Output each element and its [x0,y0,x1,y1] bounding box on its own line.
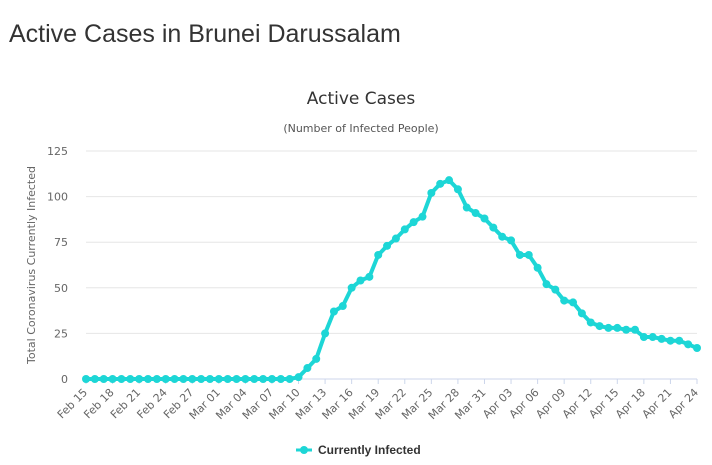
legend-swatch-marker [300,446,308,454]
y-tick-label: 0 [61,373,68,386]
data-point[interactable] [471,209,480,218]
data-point[interactable] [214,375,223,383]
data-point[interactable] [480,214,489,223]
chart-title: Active Cases [307,89,416,109]
data-point[interactable] [338,302,347,311]
data-point[interactable] [675,336,684,345]
x-tick-label: Apr 24 [666,386,701,421]
data-point[interactable] [99,375,108,383]
data-point[interactable] [586,318,595,327]
y-tick-label: 125 [47,145,68,158]
data-point[interactable] [135,375,144,383]
data-point[interactable] [409,218,418,227]
data-point[interactable] [542,280,551,289]
data-point[interactable] [391,234,400,243]
data-point[interactable] [436,179,445,188]
data-point[interactable] [569,298,578,307]
data-point[interactable] [533,263,542,272]
data-point[interactable] [294,373,303,382]
legend[interactable]: Currently Infected [296,443,421,457]
data-point[interactable] [82,375,90,383]
data-point[interactable] [507,236,516,245]
data-point[interactable] [170,375,179,383]
data-point[interactable] [613,323,622,332]
data-point[interactable] [631,325,640,334]
y-tick-label: 50 [54,282,68,295]
y-tick-label: 100 [47,191,68,204]
data-point[interactable] [303,364,312,373]
data-point[interactable] [622,325,631,334]
data-point[interactable] [126,375,135,383]
series-currently-infected [82,176,701,383]
data-point[interactable] [329,307,338,316]
data-point[interactable] [693,343,701,352]
data-point[interactable] [462,203,471,212]
data-point[interactable] [577,309,586,318]
data-point[interactable] [90,375,99,383]
data-point[interactable] [205,375,214,383]
y-tick-label: 25 [54,327,68,340]
data-point[interactable] [267,375,276,383]
data-point[interactable] [684,340,693,349]
data-point[interactable] [223,375,232,383]
y-tick-label: 75 [54,236,68,249]
data-point[interactable] [489,223,498,232]
data-point[interactable] [365,272,374,281]
data-point[interactable] [108,375,117,383]
data-point[interactable] [312,354,321,363]
data-point[interactable] [524,250,533,259]
data-point[interactable] [595,322,604,331]
data-point[interactable] [197,375,206,383]
data-point[interactable] [560,296,569,305]
y-axis-ticks: 0 25 50 75 100 125 [47,145,68,386]
series-line [84,178,699,381]
data-point[interactable] [250,375,259,383]
data-point[interactable] [285,375,294,383]
data-point[interactable] [648,333,657,342]
page-heading: Active Cases in Brunei Darussalam [9,20,401,48]
y-axis-title: Total Coronavirus Currently Infected [25,166,38,365]
data-point[interactable] [188,375,197,383]
data-point[interactable] [259,375,268,383]
data-point[interactable] [276,375,285,383]
data-point[interactable] [374,250,383,259]
data-point[interactable] [347,283,356,292]
data-point[interactable] [445,176,454,185]
data-point[interactable] [383,241,392,250]
gridlines [86,150,697,380]
data-point[interactable] [143,375,152,383]
data-point[interactable] [639,333,648,342]
data-point[interactable] [418,212,427,221]
data-point[interactable] [241,375,250,383]
data-point[interactable] [321,329,330,338]
data-point[interactable] [400,225,409,234]
chart-subtitle: (Number of Infected People) [283,122,438,135]
data-point[interactable] [427,188,436,197]
data-point[interactable] [179,375,188,383]
data-point[interactable] [515,250,524,259]
data-point[interactable] [604,323,613,332]
legend-label: Currently Infected [318,443,421,457]
data-point[interactable] [117,375,126,383]
data-point[interactable] [666,336,675,345]
data-point[interactable] [161,375,170,383]
data-point[interactable] [453,185,462,194]
data-point[interactable] [657,334,666,343]
data-point[interactable] [498,232,507,241]
data-point[interactable] [152,375,161,383]
data-point[interactable] [356,276,365,285]
data-point[interactable] [551,285,560,294]
data-point[interactable] [232,375,241,383]
